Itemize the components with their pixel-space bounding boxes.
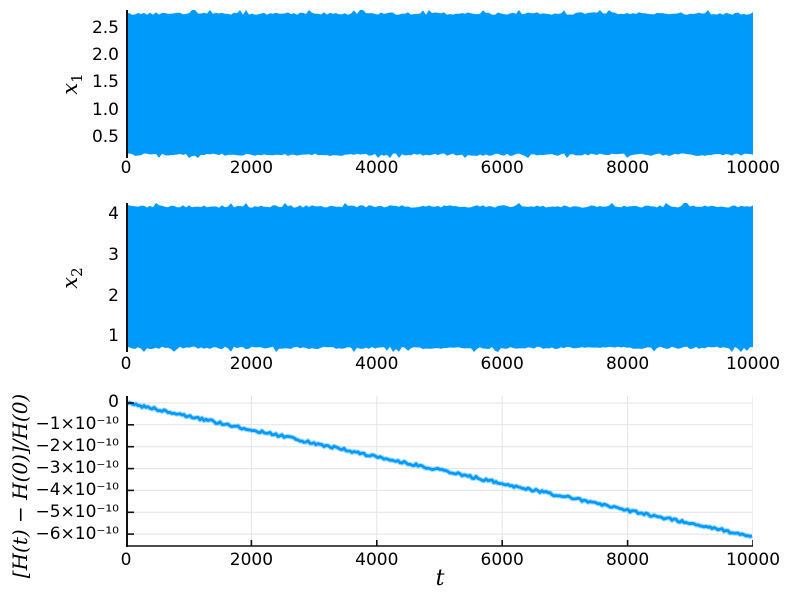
y-tick-label: 1.0 — [91, 99, 119, 120]
y-tick-label: −5×10⁻¹⁰ — [35, 501, 119, 522]
plot-canvas-x1 — [126, 10, 753, 158]
x-tick-label: 10000 — [725, 550, 781, 570]
subplot-energy-error — [126, 396, 753, 547]
y-tick-label: 3 — [108, 244, 119, 265]
x-tick-label: 10000 — [725, 354, 781, 374]
y-tick-label: 4 — [108, 204, 119, 225]
y-tick-label: 0.5 — [91, 126, 119, 147]
y-tick-label: 1 — [108, 326, 119, 347]
y-tick-label: 2.5 — [91, 17, 119, 38]
x-tick-label: 8000 — [605, 550, 650, 570]
x-tick-label: 4000 — [355, 158, 399, 178]
x-tick-label: 6000 — [480, 158, 524, 178]
x-tick-label: 2000 — [229, 550, 274, 570]
y-tick-label: −2×10⁻¹⁰ — [35, 436, 119, 457]
x-tick-label: 0 — [120, 354, 132, 374]
series-band — [126, 203, 753, 352]
x-tick-label: 0 — [120, 550, 132, 570]
y-tick-label: 2.0 — [91, 44, 119, 65]
subplot-x1 — [126, 10, 753, 158]
y-axis-label-x2: x2 — [58, 267, 86, 288]
series-line — [126, 401, 753, 538]
x-axis-label-t: t — [435, 566, 445, 591]
y-tick-label: 1.5 — [91, 72, 119, 93]
x-tick-label: 4000 — [355, 550, 399, 570]
y-axis-label-x2-subscript: 2 — [68, 267, 87, 277]
x-tick-label: 4000 — [355, 354, 399, 374]
x-tick-label: 10000 — [725, 158, 781, 178]
y-tick-label: −1×10⁻¹⁰ — [35, 414, 119, 435]
y-tick-label: −4×10⁻¹⁰ — [35, 479, 119, 500]
x-tick-label: 2000 — [229, 354, 274, 374]
x-tick-label: 6000 — [480, 354, 524, 374]
y-tick-label: 2 — [108, 285, 119, 306]
x-tick-label: 2000 — [229, 158, 274, 178]
x-tick-label: 0 — [120, 158, 132, 178]
y-tick-label: 0 — [108, 392, 119, 413]
x-tick-label: 8000 — [605, 158, 650, 178]
y-tick-label: −6×10⁻¹⁰ — [35, 523, 119, 544]
x-tick-label: 8000 — [605, 354, 650, 374]
y-tick-label: −3×10⁻¹⁰ — [35, 458, 119, 479]
plot-canvas-x2 — [126, 203, 753, 352]
plot-canvas-energy-error — [126, 396, 753, 547]
x-tick-label: 6000 — [480, 550, 524, 570]
series-band — [126, 10, 753, 158]
subplot-x2 — [126, 203, 753, 352]
